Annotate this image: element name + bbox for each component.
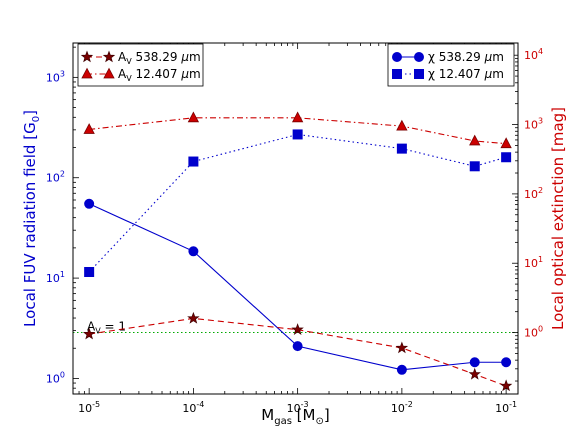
legend-left-entry-1: AV 12.407 μm xyxy=(118,67,201,83)
x-tick-label: 10-3 xyxy=(287,400,309,415)
x-axis-label: Mgas [M⊙] xyxy=(261,406,329,427)
data-point-s3-4 xyxy=(469,134,481,146)
data-point-s3-2 xyxy=(291,111,304,123)
right-tick-label: 102 xyxy=(524,186,543,201)
x-tick-label: 10-5 xyxy=(78,400,100,415)
data-point-s2-0 xyxy=(82,327,96,340)
data-point-s3-0 xyxy=(83,123,95,134)
data-point-s1-3 xyxy=(396,143,407,154)
legend-right: χ 538.29 μm χ 12.407 μm xyxy=(387,43,515,87)
legend-right-marker-0 xyxy=(392,52,402,62)
legend-left-marker-0 xyxy=(80,50,94,63)
data-point-s3-5 xyxy=(500,137,512,149)
data-point-s0-3 xyxy=(396,364,407,375)
left-axis-label: Local FUV radiation field [G0] xyxy=(21,110,42,327)
series-line-0 xyxy=(88,203,507,371)
data-point-s1-1 xyxy=(188,156,199,167)
right-tick-label: 100 xyxy=(524,325,543,340)
legend-right-marker-1 xyxy=(414,69,424,79)
legend-left-marker-0 xyxy=(102,50,116,63)
data-point-s0-0 xyxy=(84,198,95,209)
data-point-s2-4 xyxy=(468,367,481,380)
legend-left-marker-1 xyxy=(103,67,115,79)
legend-right-marker-1 xyxy=(392,69,402,79)
legend-left-entry-0: AV 538.29 μm xyxy=(118,50,201,66)
legend-right-marker-0 xyxy=(414,52,424,62)
plot-frame xyxy=(72,42,519,395)
legend-left-marker-1 xyxy=(81,67,93,79)
left-tick-label: 103 xyxy=(46,69,65,84)
right-tick-label: 104 xyxy=(524,47,543,62)
series-line-1 xyxy=(88,133,507,273)
right-tick-label: 103 xyxy=(524,117,543,132)
data-point-s0-5 xyxy=(501,357,512,368)
data-point-s1-5 xyxy=(501,152,512,163)
series-line-2 xyxy=(89,317,507,387)
data-point-s1-4 xyxy=(469,161,480,172)
data-point-s0-2 xyxy=(292,341,303,352)
x-tick-label: 10-4 xyxy=(182,400,204,415)
x-tick-label: 10-2 xyxy=(391,400,413,415)
data-point-s3-3 xyxy=(396,119,408,131)
data-point-s2-1 xyxy=(187,311,200,324)
legend-right-entry-0: χ 538.29 μm xyxy=(428,50,504,64)
left-tick-label: 100 xyxy=(46,370,65,385)
legend-right-frame xyxy=(387,43,515,87)
data-point-s1-2 xyxy=(292,129,303,140)
legend-left-frame xyxy=(77,43,204,87)
left-tick-label: 102 xyxy=(46,170,65,185)
x-tick-label: 10-1 xyxy=(495,400,517,415)
data-point-s0-4 xyxy=(469,357,480,368)
right-tick-label: 101 xyxy=(524,255,543,270)
data-point-s1-0 xyxy=(84,266,95,277)
legend-right-entry-1: χ 12.407 μm xyxy=(428,67,504,81)
left-tick-label: 101 xyxy=(46,270,65,285)
right-axis-label: Local optical extinction [mag] xyxy=(549,107,567,330)
data-point-s3-1 xyxy=(187,111,200,123)
data-point-s0-1 xyxy=(188,246,199,257)
series-line-3 xyxy=(89,117,507,145)
data-point-s2-3 xyxy=(395,341,409,354)
data-point-s2-2 xyxy=(291,323,304,335)
